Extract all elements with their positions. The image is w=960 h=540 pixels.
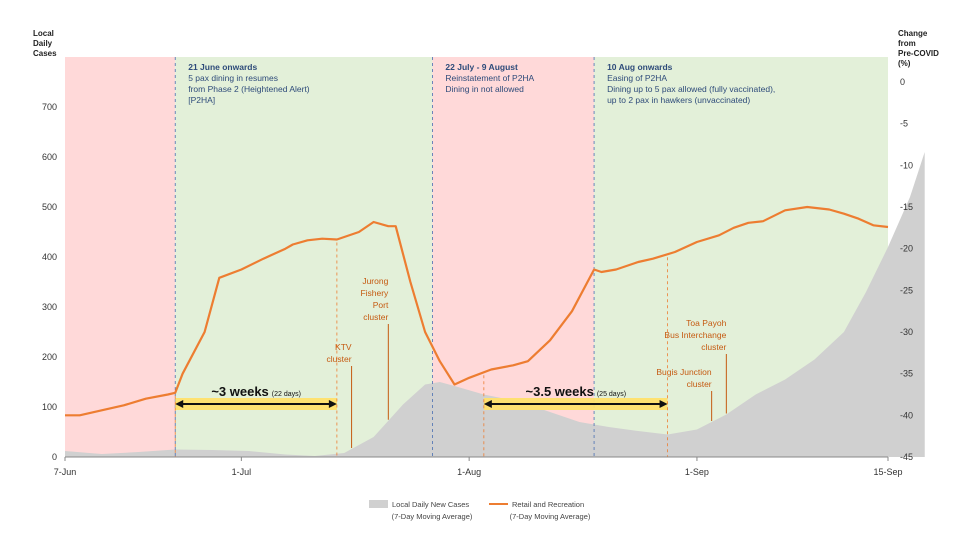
right-tick-label-2: -10 [900,160,913,170]
duration-arrowhead-right-0 [328,400,337,408]
duration-sub-1: (25 days) [597,391,626,398]
retail-line [65,205,889,417]
left-tick-label-2: 200 [42,352,57,362]
cluster-label-1-3: cluster [363,312,388,322]
left-tick-label-7: 700 [42,102,57,112]
duration-sub-0: (22 days) [272,391,301,398]
right-axis-title-1: from [898,39,916,48]
cluster-label-1-0: Jurong [362,276,388,286]
cluster-label-1-2: Port [373,300,389,310]
phase-band-1 [175,57,433,457]
duration-arrowhead-left-1 [483,400,492,408]
left-tick-label-1: 100 [42,402,57,412]
phase-note-2-0: Reinstatement of P2HA [445,73,534,83]
left-tick-label-5: 500 [42,202,57,212]
duration-arrowhead-left-0 [175,400,184,408]
duration-arrowhead-right-1 [659,400,668,408]
right-tick-label-4: -20 [900,244,913,254]
right-tick-label-0: 0 [900,77,905,87]
phase-note-1-0: 5 pax dining in resumes [188,73,278,83]
left-tick-label-3: 300 [42,302,57,312]
cluster-label-3-2: cluster [701,342,726,352]
right-tick-label-6: -30 [900,327,913,337]
x-tick-label-4: 15-Sep [873,467,902,477]
right-tick-label-7: -35 [900,369,913,379]
phase-note-3-2: up to 2 pax in hawkers (unvaccinated) [607,95,750,105]
cluster-label-3-1: Bus Interchange [664,330,726,340]
left-axis-title-1: Daily [33,39,53,48]
legend-swatch-cases [369,500,388,508]
left-tick-label-6: 600 [42,152,57,162]
left-tick-label-4: 400 [42,252,57,262]
cluster-label-1-1: Fishery [360,288,389,298]
x-tick-label-2: 1-Aug [457,467,481,477]
legend-label-retail: Retail and Recreation [512,500,584,509]
phase-note-1-1: from Phase 2 (Heightened Alert) [188,84,310,94]
x-tick-label-3: 1-Sep [685,467,709,477]
legend-label-cases: Local Daily New Cases [392,500,469,509]
phase-note-2-1: Dining in not allowed [445,84,524,94]
phase-note-3-0: Easing of P2HA [607,73,667,83]
right-tick-label-3: -15 [900,202,913,212]
x-tick-label-0: 7-Jun [54,467,77,477]
legend-sub-retail: (7-Day Moving Average) [510,512,591,521]
phase-note-1-2: [P2HA] [188,95,215,105]
right-tick-label-8: -40 [900,410,913,420]
right-axis-title-3: (%) [898,59,911,68]
cluster-label-0-1: cluster [327,354,352,364]
phase-band-0 [65,57,176,457]
phase-heading-3: 10 Aug onwards [607,62,673,72]
duration-label-0: ~3 weeks [211,384,268,399]
cases-area [65,152,925,457]
right-tick-label-9: -45 [900,452,913,462]
left-axis-title-0: Local [33,29,54,38]
right-tick-label-1: -5 [900,119,908,129]
right-tick-label-5: -25 [900,285,913,295]
left-tick-label-0: 0 [52,452,57,462]
phase-heading-1: 21 June onwards [188,62,257,72]
right-axis-title-2: Pre-COVID [898,49,939,58]
phase-heading-2: 22 July - 9 August [445,62,518,72]
phase-note-3-1: Dining up to 5 pax allowed (fully vaccin… [607,84,775,94]
cluster-label-3-0: Toa Payoh [686,318,726,328]
left-axis-title-2: Cases [33,49,57,58]
legend-sub-cases: (7-Day Moving Average) [392,512,473,521]
cluster-label-0-0: KTV [335,342,352,352]
right-axis-title-0: Change [898,29,928,38]
duration-label-1: ~3.5 weeks [526,384,594,399]
cluster-label-2-1: cluster [687,379,712,389]
x-tick-label-1: 1-Jul [232,467,252,477]
cluster-label-2-0: Bugis Junction [656,367,712,377]
